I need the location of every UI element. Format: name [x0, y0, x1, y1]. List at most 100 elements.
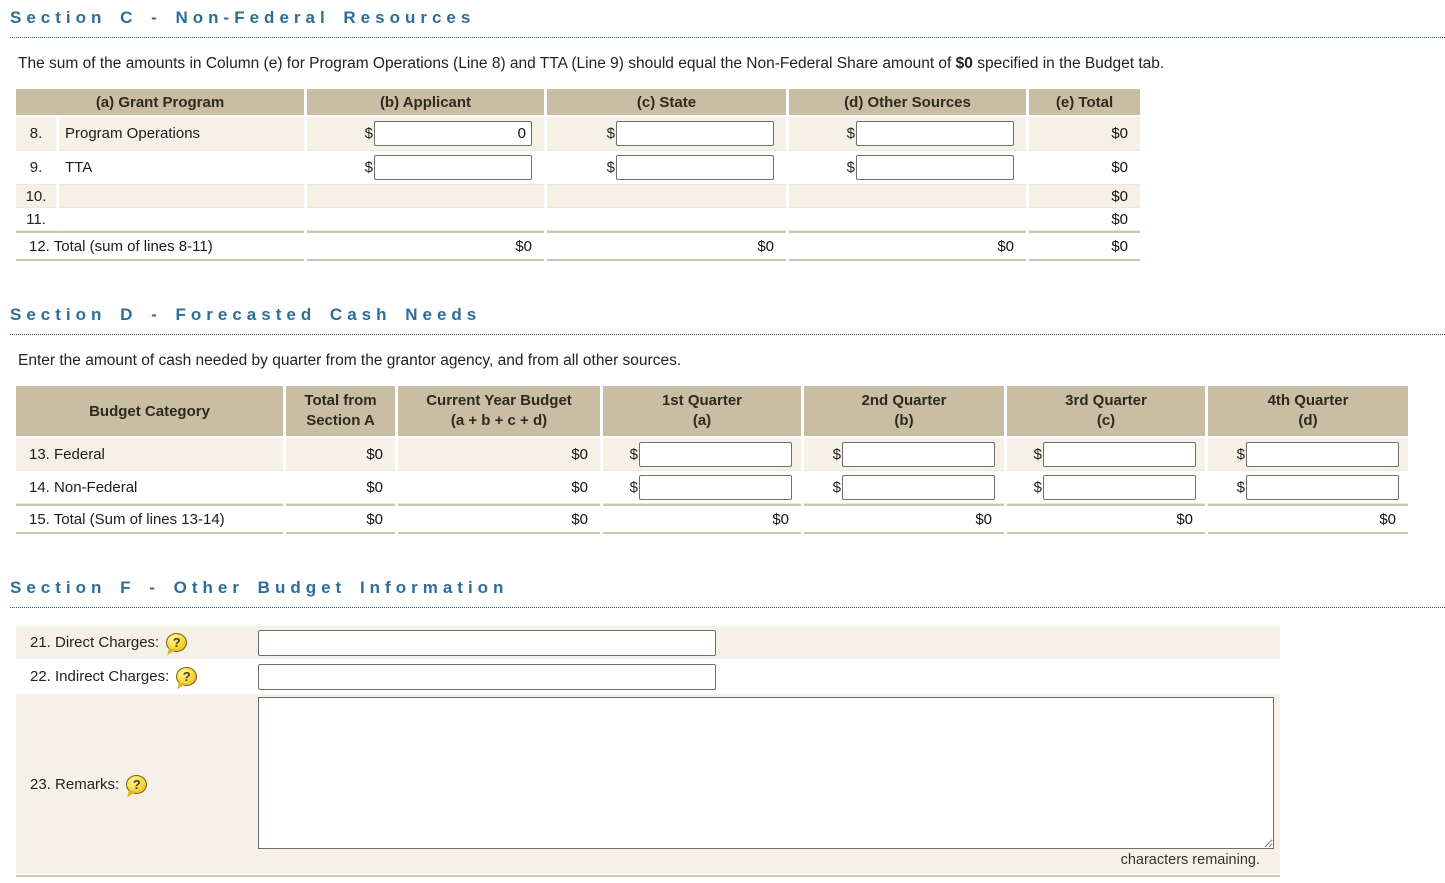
line13-label: 13. Federal	[16, 438, 283, 471]
table-row-line10: 10. $0	[16, 185, 1140, 208]
line9-other-sources-input[interactable]	[856, 155, 1014, 180]
question-mark-glyph: ?	[182, 669, 191, 684]
col-header-state: (c) State	[547, 89, 786, 117]
currency-symbol: $	[1033, 478, 1042, 496]
line15-q4-total: $0	[1208, 504, 1408, 534]
col-header-grant-program: (a) Grant Program	[16, 89, 304, 117]
question-mark-glyph: ?	[172, 635, 181, 650]
col-header-2nd-quarter: 2nd Quarter (b)	[804, 386, 1004, 438]
empty-cell	[547, 208, 786, 231]
col-header-other-sources: (d) Other Sources	[789, 89, 1026, 117]
section-d-title: Section D - Forecasted Cash Needs	[10, 303, 1445, 335]
forecasted-cash-needs-table: Budget Category Total from Section A Curr…	[13, 386, 1411, 534]
line12-other-sources-total: $0	[789, 231, 1026, 261]
currency-symbol: $	[832, 478, 841, 496]
remarks-textarea[interactable]	[258, 697, 1274, 849]
table-row-line14: 14. Non-Federal $0 $0 $ $ $ $	[16, 471, 1408, 504]
line9-total: $0	[1029, 151, 1140, 185]
empty-cell	[789, 208, 1026, 231]
table-row-line13: 13. Federal $0 $0 $ $ $ $	[16, 438, 1408, 471]
non-federal-share-amount: $0	[955, 55, 973, 72]
table-row-line15-total: 15. Total (Sum of lines 13-14) $0 $0 $0 …	[16, 504, 1408, 534]
line15-q1-total: $0	[603, 504, 801, 534]
currency-symbol: $	[364, 159, 373, 176]
line11-label-empty	[59, 208, 304, 231]
line8-total: $0	[1029, 117, 1140, 151]
indirect-charges-input[interactable]	[258, 663, 716, 690]
currency-symbol: $	[846, 125, 855, 142]
line15-current-year-budget: $0	[398, 504, 600, 534]
currency-symbol: $	[629, 478, 638, 496]
empty-cell	[307, 185, 544, 208]
remarks-label: 23. Remarks:	[30, 775, 120, 793]
line10-number: 10.	[16, 185, 56, 208]
direct-charges-row: 21. Direct Charges: ?	[16, 626, 1280, 659]
help-icon[interactable]: ?	[166, 633, 188, 652]
line12-label: 12. Total (sum of lines 8-11)	[16, 231, 304, 261]
line14-q1-input[interactable]	[639, 474, 792, 500]
remarks-area: characters remaining.	[258, 694, 1280, 874]
col-header-applicant: (b) Applicant	[307, 89, 544, 117]
direct-charges-label-group: 21. Direct Charges: ?	[16, 633, 258, 652]
section-c-title: Section C - Non-Federal Resources	[10, 6, 1445, 38]
remarks-row: 23. Remarks: ? characters remaining.	[16, 694, 1280, 874]
line15-label: 15. Total (Sum of lines 13-14)	[16, 504, 283, 534]
col-header-budget-category: Budget Category	[16, 386, 283, 438]
line9-applicant-input[interactable]	[374, 155, 532, 180]
direct-charges-label: 21. Direct Charges:	[30, 634, 160, 651]
line12-applicant-total: $0	[307, 231, 544, 261]
line13-q1-input[interactable]	[639, 441, 792, 467]
non-federal-resources-table: (a) Grant Program (b) Applicant (c) Stat…	[13, 89, 1143, 261]
line8-label: Program Operations	[59, 117, 304, 151]
help-icon[interactable]: ?	[126, 774, 148, 794]
empty-cell	[547, 185, 786, 208]
section-d-intro: Enter the amount of cash needed by quart…	[18, 352, 682, 369]
line9-number: 9.	[16, 151, 56, 185]
line8-state-input[interactable]	[616, 121, 774, 146]
line12-total: $0	[1029, 231, 1140, 261]
remarks-label-group: 23. Remarks: ?	[16, 774, 258, 794]
line11-total: $0	[1029, 208, 1140, 231]
line14-q3-input[interactable]	[1043, 474, 1196, 500]
table-row-line9: 9. TTA $ $ $ $0	[16, 151, 1140, 185]
currency-symbol: $	[846, 159, 855, 176]
other-budget-information-panel: 21. Direct Charges: ? 22. Indirect Charg…	[16, 626, 1280, 877]
line14-current-year-budget: $0	[398, 471, 600, 504]
col-header-total: (e) Total	[1029, 89, 1140, 117]
section-c-intro: The sum of the amounts in Column (e) for…	[18, 55, 1445, 73]
characters-remaining-text: characters remaining.	[1120, 852, 1260, 868]
col-header-current-year-budget: Current Year Budget (a + b + c + d)	[398, 386, 600, 438]
currency-symbol: $	[629, 445, 638, 463]
line13-current-year-budget: $0	[398, 438, 600, 471]
line9-label: TTA	[59, 151, 304, 185]
intro-text-before: The sum of the amounts in Column (e) for…	[18, 55, 956, 72]
col-header-total-from-section-a: Total from Section A	[286, 386, 395, 438]
intro-text-after: specified in the Budget tab.	[972, 55, 1165, 72]
line14-q2-input[interactable]	[842, 474, 995, 500]
col-header-1st-quarter: 1st Quarter (a)	[603, 386, 801, 438]
line9-state-input[interactable]	[616, 155, 774, 180]
currency-symbol: $	[364, 125, 373, 142]
line14-total-from-section-a: $0	[286, 471, 395, 504]
currency-symbol: $	[1236, 445, 1245, 463]
help-icon[interactable]: ?	[176, 667, 198, 686]
currency-symbol: $	[832, 445, 841, 463]
line15-q2-total: $0	[804, 504, 1004, 534]
line8-applicant-input[interactable]	[374, 121, 532, 146]
line8-other-sources-input[interactable]	[856, 121, 1014, 146]
line13-q2-input[interactable]	[842, 441, 995, 467]
col-header-3rd-quarter: 3rd Quarter (c)	[1007, 386, 1205, 438]
line13-total-from-section-a: $0	[286, 438, 395, 471]
line13-q4-input[interactable]	[1246, 441, 1399, 467]
section-f-title: Section F - Other Budget Information	[10, 576, 1445, 608]
line13-q3-input[interactable]	[1043, 441, 1196, 467]
section-d: Section D - Forecasted Cash Needs Enter …	[10, 303, 1445, 534]
currency-symbol: $	[1236, 478, 1245, 496]
question-mark-glyph: ?	[132, 776, 141, 792]
line14-q4-input[interactable]	[1246, 474, 1399, 500]
table-header-row: Budget Category Total from Section A Curr…	[16, 386, 1408, 438]
line15-q3-total: $0	[1007, 504, 1205, 534]
direct-charges-input[interactable]	[258, 629, 716, 656]
currency-symbol: $	[606, 159, 615, 176]
table-row-line12-total: 12. Total (sum of lines 8-11) $0 $0 $0 $…	[16, 231, 1140, 261]
